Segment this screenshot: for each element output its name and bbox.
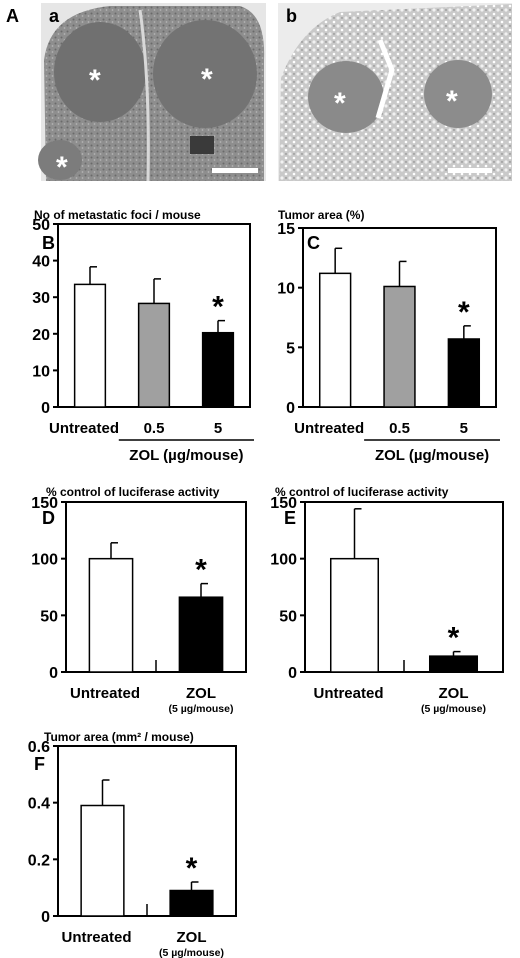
bar <box>329 557 380 673</box>
significance-star: * <box>195 554 207 587</box>
y-tick-label: 50 <box>32 217 50 234</box>
chart-d: D % control of luciferase activity 0 50 10… <box>31 485 247 715</box>
panel-a-label: A <box>6 6 19 26</box>
panel-f-label: F <box>34 754 45 774</box>
y-tick-label: 10 <box>277 281 295 298</box>
category-sublabel: (5 µg/mouse) <box>169 703 234 715</box>
y-tick-label: 100 <box>270 552 297 569</box>
bar <box>201 331 235 408</box>
y-tick-label: 15 <box>277 221 295 238</box>
group-label: ZOL (µg/mouse) <box>129 447 243 464</box>
category-label: 0.5 <box>144 420 165 437</box>
metastasis-marker: * <box>201 63 213 96</box>
category-label: 5 <box>214 420 222 437</box>
category-label: Untreated <box>70 685 140 702</box>
y-tick-label: 0.4 <box>28 796 50 813</box>
bar <box>73 283 107 408</box>
y-tick-label: 0 <box>288 665 297 682</box>
category-sublabel: (5 µg/mouse) <box>421 703 486 715</box>
bar <box>428 655 479 673</box>
bar <box>318 272 352 408</box>
category-label: 0.5 <box>389 420 410 437</box>
bar <box>80 804 125 917</box>
y-tick-label: 0 <box>49 665 58 682</box>
bar <box>383 285 416 408</box>
chart-d-title: % control of luciferase activity <box>46 485 220 499</box>
y-tick-label: 0 <box>41 909 50 926</box>
significance-star: * <box>458 296 470 329</box>
significance-star: * <box>186 852 198 885</box>
chart-c: C Tumor area (%) 0 5 10 15 Untreated 0.5 * 5 ZOL… <box>277 208 500 464</box>
panel-d-label: D <box>42 508 55 528</box>
category-label: Untreated <box>49 420 119 437</box>
micrograph-b-label: b <box>286 6 297 26</box>
y-tick-label: 50 <box>279 608 297 625</box>
chart-b-title: No of metastatic foci / mouse <box>34 208 201 222</box>
significance-star: * <box>212 291 224 324</box>
y-tick-label: 20 <box>32 327 50 344</box>
category-label: Untreated <box>294 420 364 437</box>
panel-c-label: C <box>307 233 320 253</box>
y-tick-label: 30 <box>32 290 50 307</box>
bar <box>447 338 481 408</box>
category-label: ZOL <box>186 685 216 702</box>
metastasis-marker: * <box>56 151 68 184</box>
chart-f: F Tumor area (mm² / mouse) 0 0.2 0.4 0.6 Unt… <box>28 730 237 958</box>
y-tick-label: 10 <box>32 363 50 380</box>
panel-b-label: B <box>42 233 55 253</box>
bar <box>178 596 224 673</box>
category-label: Untreated <box>61 929 131 946</box>
micrograph-a: a * * * <box>38 3 266 184</box>
y-tick-label: 150 <box>270 495 297 512</box>
chart-f-title: Tumor area (mm² / mouse) <box>44 730 194 744</box>
metastasis-marker: * <box>334 87 346 120</box>
y-tick-label: 5 <box>286 340 295 357</box>
group-label: ZOL (µg/mouse) <box>375 447 489 464</box>
bar <box>137 302 171 408</box>
category-sublabel: (5 µg/mouse) <box>159 947 224 958</box>
y-tick-label: 0.6 <box>28 739 50 756</box>
bar <box>88 557 134 673</box>
chart-e: E % control of luciferase activity 0 50 10… <box>270 485 504 715</box>
significance-star: * <box>448 622 460 655</box>
panel-a: A a * * <box>6 3 512 184</box>
chart-b: B No of metastatic foci / mouse 0 10 20 30 4… <box>32 208 254 464</box>
bar <box>169 889 214 917</box>
chart-e-title: % control of luciferase activity <box>275 485 449 499</box>
y-tick-label: 40 <box>32 254 50 271</box>
y-tick-label: 50 <box>40 608 58 625</box>
y-tick-label: 0.2 <box>28 852 50 869</box>
micrograph-b: b * * <box>278 3 512 181</box>
y-tick-label: 0 <box>286 400 295 417</box>
category-label: 5 <box>460 420 468 437</box>
micrograph-a-label: a <box>49 6 60 26</box>
y-tick-label: 100 <box>31 552 58 569</box>
metastasis-marker: * <box>446 85 458 118</box>
category-label: Untreated <box>313 685 383 702</box>
panel-e-label: E <box>284 508 296 528</box>
metastasis-marker: * <box>89 64 101 97</box>
category-label: ZOL <box>439 685 469 702</box>
chart-c-title: Tumor area (%) <box>278 208 364 222</box>
y-tick-label: 150 <box>31 495 58 512</box>
category-label: ZOL <box>177 929 207 946</box>
y-tick-label: 0 <box>41 400 50 417</box>
